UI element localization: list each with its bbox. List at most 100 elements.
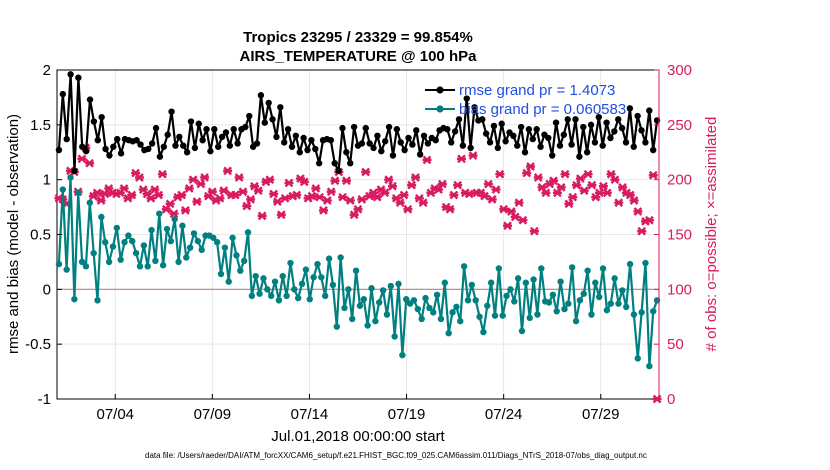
rmse-point bbox=[288, 143, 296, 150]
obs-count-point bbox=[560, 169, 570, 179]
rmse-point bbox=[94, 136, 101, 144]
bias-series bbox=[55, 174, 661, 370]
bias-point bbox=[98, 213, 105, 221]
bias-point bbox=[171, 215, 178, 223]
y-tick-label-left: -1 bbox=[38, 391, 51, 408]
rmse-point bbox=[416, 151, 424, 158]
bias-point bbox=[252, 272, 259, 280]
obs-count-point bbox=[487, 195, 497, 204]
rmse-point bbox=[71, 167, 78, 175]
obs-count-point bbox=[361, 167, 371, 177]
obs-count-point bbox=[380, 188, 390, 198]
bias-point bbox=[568, 264, 576, 271]
bias-point bbox=[530, 276, 537, 283]
rmse-point bbox=[564, 116, 571, 123]
bias-point bbox=[414, 305, 422, 313]
bias-point bbox=[426, 304, 433, 312]
obs-count-point bbox=[157, 169, 167, 179]
bias-point bbox=[372, 317, 379, 325]
rmse-point bbox=[79, 143, 86, 150]
rmse-point bbox=[409, 141, 416, 148]
rmse-point bbox=[448, 139, 455, 146]
rmse-point bbox=[176, 133, 183, 141]
y-tick-label-right: 50 bbox=[667, 336, 684, 353]
rmse-point bbox=[552, 119, 560, 126]
chart-title-line1: Tropics 23295 / 23329 = 99.854% bbox=[243, 29, 473, 46]
rmse-point bbox=[389, 152, 397, 159]
rmse-point bbox=[152, 124, 160, 132]
bias-point bbox=[518, 327, 526, 335]
bias-point bbox=[129, 237, 136, 245]
rmse-point bbox=[350, 123, 358, 131]
rmse-point bbox=[218, 133, 226, 141]
bias-point bbox=[140, 242, 148, 249]
bias-point bbox=[622, 303, 630, 311]
bias-point bbox=[298, 280, 306, 288]
obs-count-point bbox=[165, 199, 175, 209]
obs-count-point bbox=[587, 180, 597, 190]
rmse-point bbox=[106, 152, 113, 159]
rmse-point bbox=[451, 128, 459, 135]
obs-count-point bbox=[633, 207, 643, 216]
rmse-point bbox=[226, 142, 234, 149]
bias-point bbox=[368, 285, 375, 292]
obs-count-point bbox=[510, 212, 520, 222]
rmse-point bbox=[459, 142, 467, 149]
bias-point bbox=[561, 305, 568, 313]
bias-point bbox=[233, 252, 240, 259]
rmse-point bbox=[180, 142, 187, 149]
bias-point bbox=[422, 294, 429, 302]
bias-point bbox=[213, 238, 221, 246]
obs-count-point bbox=[648, 170, 658, 180]
obs-count-point bbox=[154, 190, 164, 200]
bias-point bbox=[615, 300, 622, 307]
rmse-point bbox=[253, 140, 261, 147]
bias-point bbox=[565, 300, 572, 307]
y-tick-label-right: 300 bbox=[667, 62, 692, 79]
bias-point bbox=[410, 297, 418, 304]
rmse-point bbox=[467, 144, 474, 152]
rmse-point bbox=[168, 108, 175, 115]
y-tick-label-left: 1 bbox=[43, 172, 51, 189]
obs-count-point bbox=[503, 221, 513, 231]
y-axis-label-left: rmse and bias (model - observation) bbox=[5, 114, 22, 354]
bias-point bbox=[94, 297, 101, 304]
rmse-point bbox=[486, 139, 494, 146]
rmse-point bbox=[102, 145, 109, 153]
legend-rmse-label: rmse grand pr = 1.4073 bbox=[459, 82, 615, 99]
rmse-point bbox=[75, 74, 82, 81]
rmse-point bbox=[517, 123, 525, 131]
rmse-point bbox=[358, 140, 366, 147]
obs-count-point bbox=[169, 209, 179, 219]
rmse-point bbox=[315, 160, 323, 167]
obs-count-point bbox=[299, 177, 309, 187]
legend-rmse-marker bbox=[436, 86, 444, 94]
bias-point bbox=[379, 287, 387, 294]
obs-count-point bbox=[514, 198, 524, 208]
obs-count-point bbox=[200, 173, 210, 182]
bias-point bbox=[387, 282, 395, 290]
rmse-point bbox=[599, 142, 606, 149]
bias-point bbox=[302, 266, 310, 273]
rmse-point bbox=[137, 141, 144, 148]
rmse-point bbox=[580, 123, 587, 131]
rmse-point bbox=[203, 126, 210, 133]
bias-point bbox=[167, 237, 175, 245]
rmse-point bbox=[611, 128, 618, 135]
bias-point bbox=[638, 309, 645, 316]
obs-count-point bbox=[399, 190, 409, 200]
y-tick-label-right: 150 bbox=[667, 227, 692, 244]
rmse-point bbox=[572, 116, 579, 123]
obs-count-point bbox=[238, 187, 248, 197]
rmse-point bbox=[638, 127, 645, 134]
bias-point bbox=[433, 291, 441, 299]
rmse-point bbox=[615, 116, 622, 123]
rmse-point bbox=[145, 145, 152, 153]
obs-count-point bbox=[219, 186, 229, 195]
obs-count-point bbox=[184, 184, 194, 193]
rmse-point bbox=[510, 132, 517, 139]
rmse-point bbox=[630, 143, 637, 150]
bias-point bbox=[557, 278, 564, 285]
rmse-point bbox=[537, 143, 544, 150]
obs-count-point bbox=[583, 169, 593, 179]
